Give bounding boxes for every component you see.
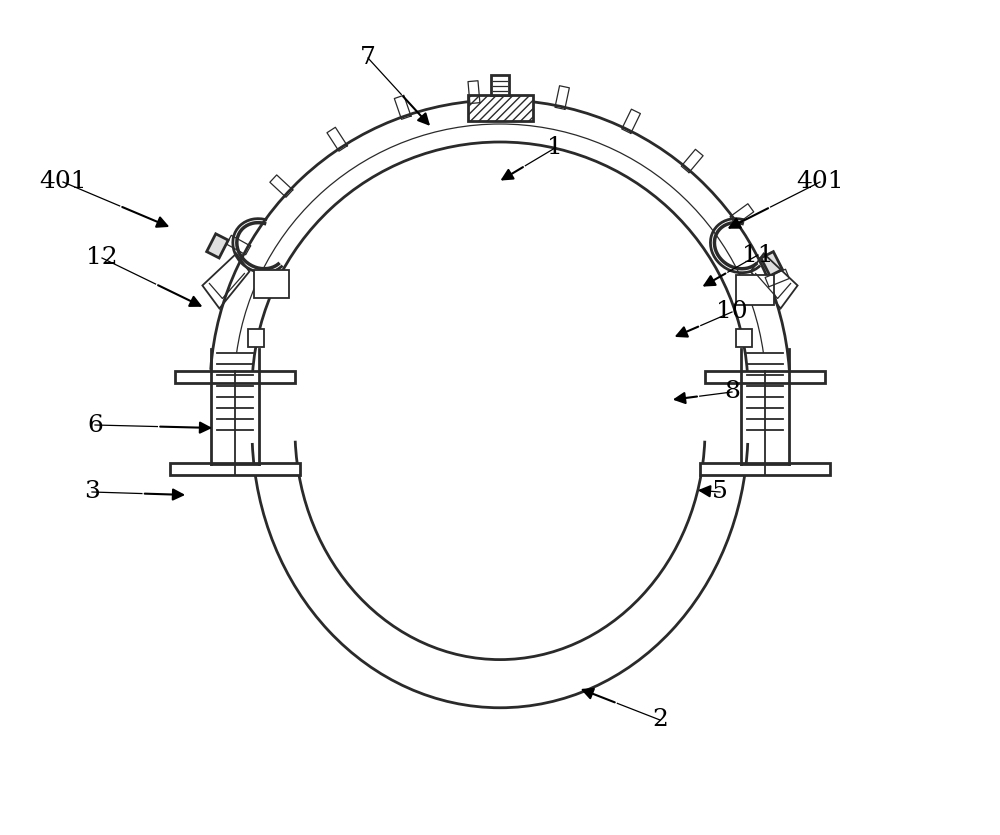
Text: 6: 6 xyxy=(87,413,103,437)
Text: 8: 8 xyxy=(724,381,740,403)
Bar xyxy=(705,371,825,383)
Bar xyxy=(175,371,295,383)
Bar xyxy=(736,329,752,347)
Text: 1: 1 xyxy=(547,136,563,159)
Text: 12: 12 xyxy=(86,246,118,270)
Text: 401: 401 xyxy=(39,170,87,194)
Bar xyxy=(254,271,289,298)
Bar xyxy=(207,234,228,258)
Bar xyxy=(700,463,830,475)
Bar xyxy=(761,251,782,276)
Bar xyxy=(468,95,532,121)
Text: 7: 7 xyxy=(360,47,376,69)
Bar xyxy=(491,75,509,95)
Text: 11: 11 xyxy=(742,244,774,266)
Text: 401: 401 xyxy=(796,170,844,194)
Text: 3: 3 xyxy=(84,480,100,504)
Bar xyxy=(736,276,774,306)
Text: 2: 2 xyxy=(652,709,668,731)
Text: 5: 5 xyxy=(712,480,728,504)
Text: 10: 10 xyxy=(716,301,748,323)
Bar xyxy=(248,329,264,347)
Bar xyxy=(170,463,300,475)
